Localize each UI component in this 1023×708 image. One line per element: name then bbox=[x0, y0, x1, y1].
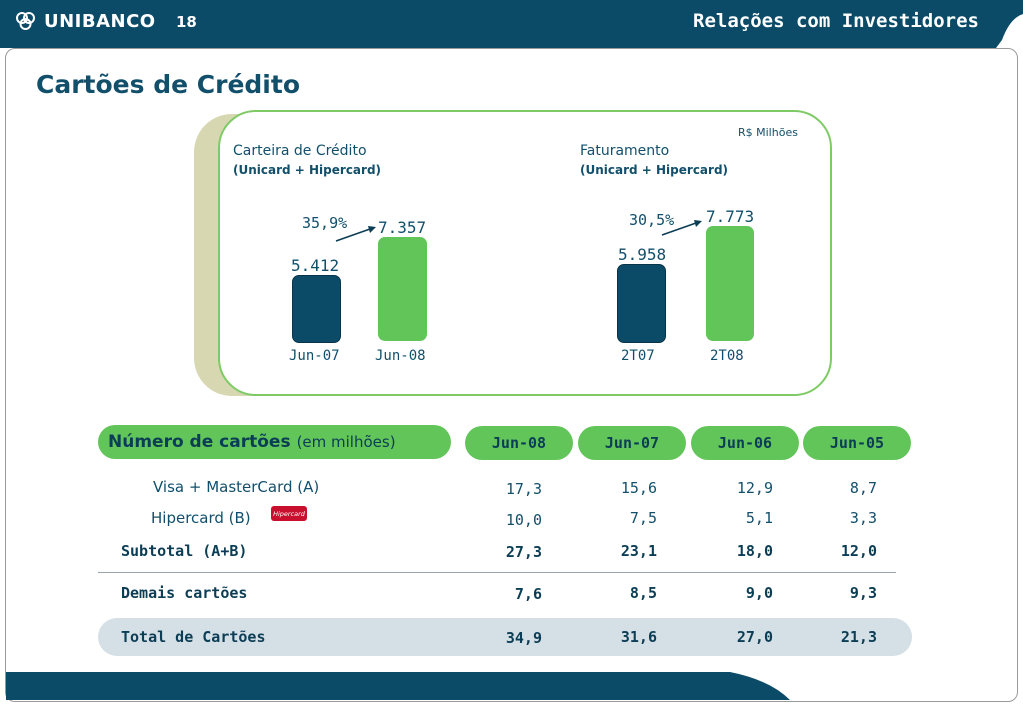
table-cell: 17,3 bbox=[505, 480, 542, 498]
bar-value-jun-07: 5.412 bbox=[291, 256, 340, 275]
bar-label-jun-07: Jun-07 bbox=[289, 348, 340, 364]
section-title: Relações com Investidores bbox=[693, 10, 979, 32]
table-cell: 27,3 bbox=[505, 543, 542, 561]
table-divider bbox=[98, 572, 896, 573]
bar-value-jun-08: 7.357 bbox=[378, 218, 427, 237]
row-label-other-cards: Demais cartões bbox=[121, 584, 248, 602]
bar-label-jun-08: Jun-08 bbox=[375, 348, 426, 364]
table-cell: 12,0 bbox=[840, 542, 877, 560]
header-band bbox=[0, 0, 1023, 48]
table-cell: 34,9 bbox=[505, 629, 542, 647]
table-cell: 9,3 bbox=[849, 584, 877, 602]
total-row-band bbox=[98, 618, 912, 656]
right-chart-subtitle: (Unicard + Hipercard) bbox=[580, 163, 729, 177]
left-chart-title: Carteira de Crédito bbox=[233, 143, 367, 159]
table-cell: 7,6 bbox=[514, 585, 542, 603]
footer-band bbox=[6, 672, 790, 700]
growth-label-credit: 35,9% bbox=[302, 214, 348, 232]
column-header-jun-07: Jun-07 bbox=[578, 426, 686, 460]
unibanco-symbol-icon bbox=[16, 12, 35, 30]
row-label-subtotal: Subtotal (A+B) bbox=[121, 542, 248, 560]
cards-table-title-unit: (em milhões) bbox=[296, 433, 396, 451]
table-cell: 21,3 bbox=[840, 628, 877, 646]
table-cell: 3,3 bbox=[849, 509, 877, 527]
table-cell: 18,0 bbox=[736, 542, 773, 560]
row-label-visa-mastercard: Visa + MasterCard (A) bbox=[153, 478, 320, 496]
column-header-jun-06: Jun-06 bbox=[691, 426, 799, 460]
right-chart-title: Faturamento bbox=[580, 143, 670, 159]
growth-arrow-icon bbox=[661, 220, 702, 236]
bar-2t08 bbox=[706, 226, 754, 341]
column-header-jun-05: Jun-05 bbox=[803, 426, 911, 460]
left-chart-subtitle: (Unicard + Hipercard) bbox=[233, 163, 382, 177]
table-cell: 5,1 bbox=[745, 509, 773, 527]
table-cell: 23,1 bbox=[620, 542, 657, 560]
cards-table-title-bold: Número de cartões bbox=[108, 432, 291, 452]
table-cell: 15,6 bbox=[620, 479, 657, 497]
page-title: Cartões de Crédito bbox=[36, 70, 300, 99]
table-cell: 10,0 bbox=[505, 511, 542, 529]
growth-arrow-icon bbox=[335, 226, 376, 242]
bar-label-2t08: 2T08 bbox=[710, 348, 744, 364]
hipercard-logo: Hipercard bbox=[271, 506, 307, 521]
table-cell: 7,5 bbox=[629, 509, 657, 527]
table-cell: 31,6 bbox=[620, 628, 657, 646]
bar-label-2t07: 2T07 bbox=[621, 348, 655, 364]
brand-name: UNIBANCO bbox=[44, 10, 156, 32]
row-label-total: Total de Cartões bbox=[121, 628, 266, 646]
table-cell: 8,7 bbox=[849, 479, 877, 497]
table-cell: 8,5 bbox=[629, 584, 657, 602]
bar-value-2t07: 5.958 bbox=[618, 245, 667, 264]
table-cell: 27,0 bbox=[736, 628, 773, 646]
bar-value-2t08: 7.773 bbox=[706, 207, 755, 226]
growth-label-billing: 30,5% bbox=[629, 211, 675, 229]
column-header-jun-08: Jun-08 bbox=[465, 426, 573, 460]
row-label-hipercard: Hipercard (B) bbox=[151, 509, 251, 527]
bar-jun-07 bbox=[292, 275, 341, 343]
bar-2t07 bbox=[617, 264, 666, 343]
table-cell: 12,9 bbox=[736, 479, 773, 497]
cards-table-title: Número de cartões (em milhões) bbox=[98, 425, 451, 459]
bar-jun-08 bbox=[378, 237, 427, 341]
page-number: 18 bbox=[176, 13, 197, 31]
unibanco-logo: UNIBANCO bbox=[14, 9, 156, 33]
unit-label: R$ Milhões bbox=[738, 126, 798, 139]
table-cell: 9,0 bbox=[745, 584, 773, 602]
